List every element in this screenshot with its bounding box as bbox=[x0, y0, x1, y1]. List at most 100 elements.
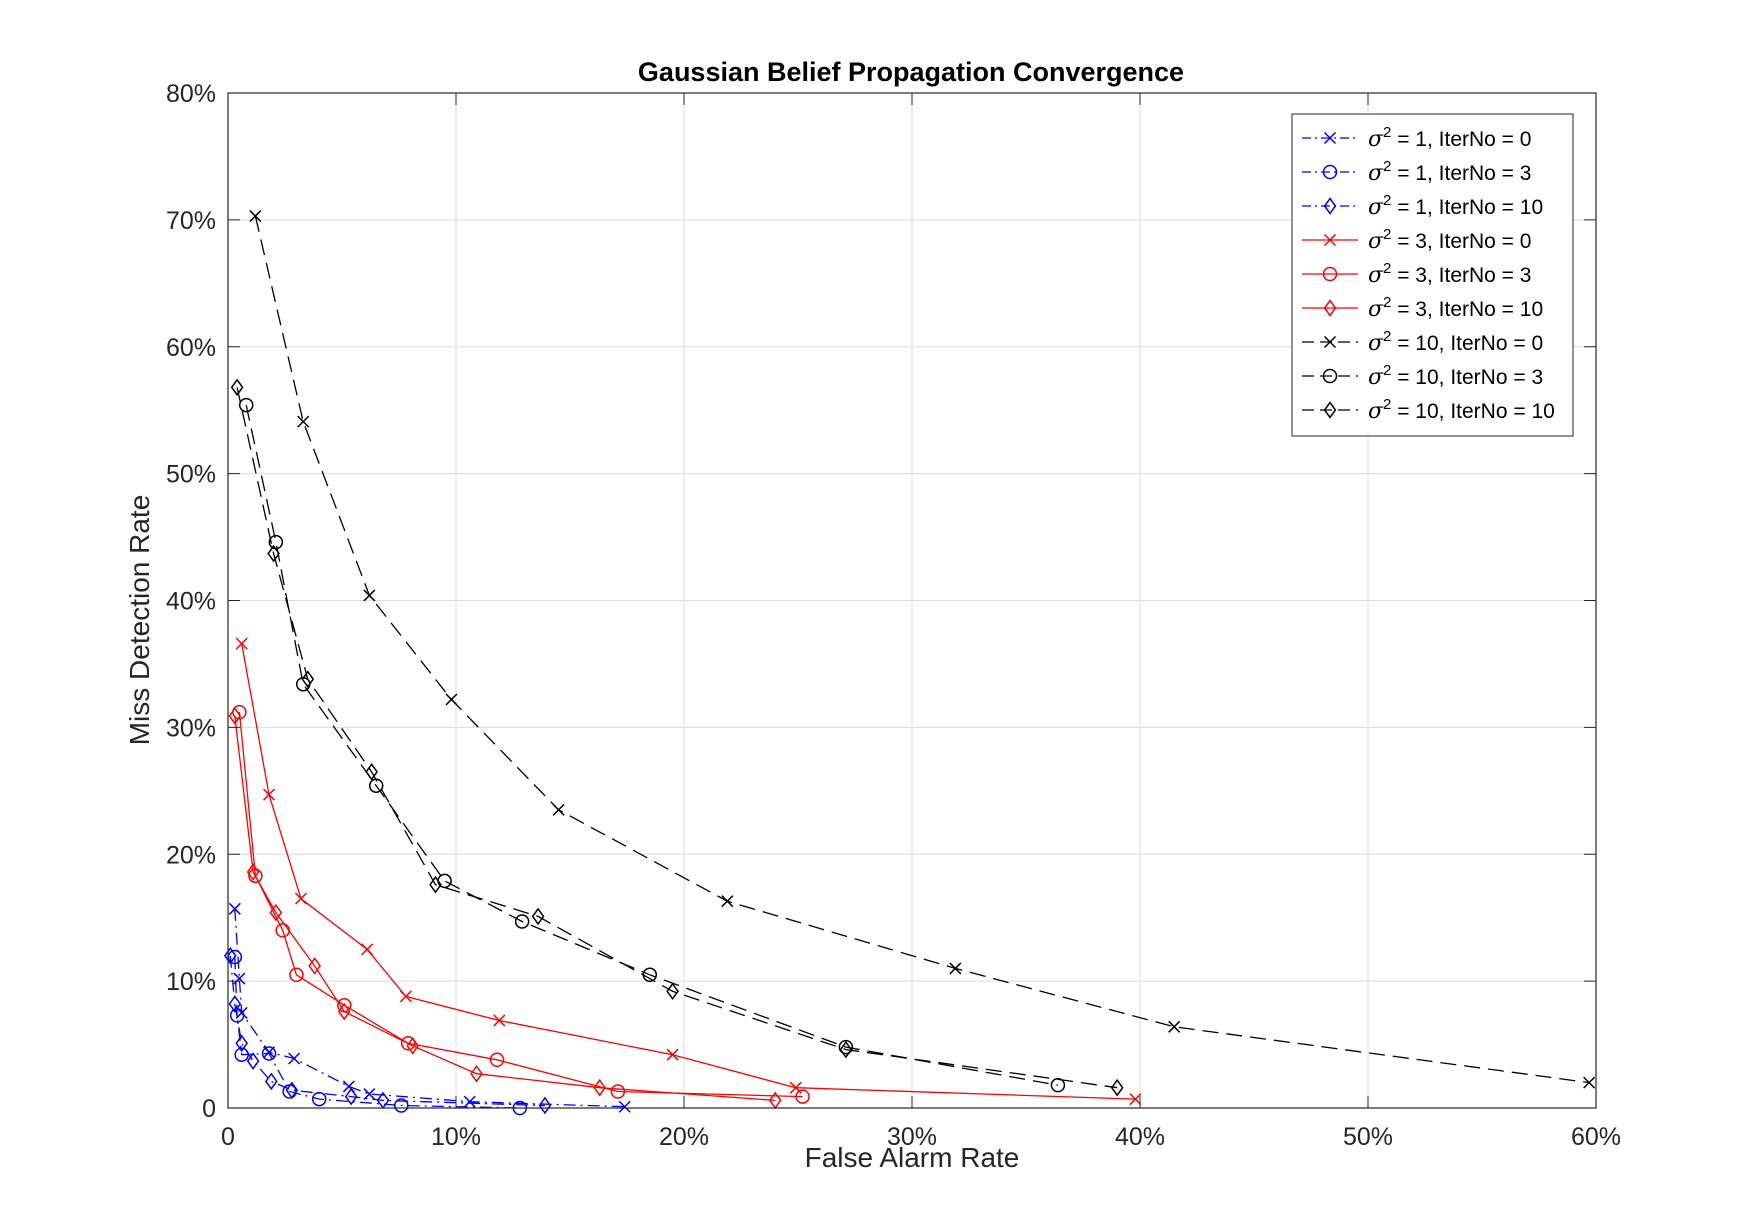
data-point bbox=[238, 397, 254, 413]
y-axis-label: Miss Detection Rate bbox=[124, 495, 155, 746]
x-tick-label: 40% bbox=[1115, 1123, 1165, 1151]
legend-marker bbox=[1323, 335, 1337, 349]
data-point bbox=[228, 707, 242, 725]
data-point bbox=[400, 1036, 416, 1051]
legend-label: σ2 = 3, IterNo = 0 bbox=[1368, 226, 1531, 254]
x-axis-label: False Alarm Rate bbox=[805, 1142, 1020, 1173]
series-line bbox=[229, 955, 545, 1107]
y-tick-label: 30% bbox=[166, 714, 216, 742]
data-point bbox=[294, 892, 307, 905]
legend-label: σ2 = 10, IterNo = 0 bbox=[1368, 328, 1543, 356]
data-point bbox=[285, 1081, 299, 1100]
legend-marker bbox=[1323, 233, 1337, 247]
y-tick-label: 50% bbox=[166, 461, 216, 489]
legend-label: σ2 = 1, IterNo = 0 bbox=[1368, 124, 1531, 152]
legend-entry: σ2 = 10, IterNo = 0 bbox=[1302, 328, 1543, 356]
y-tick-label: 20% bbox=[166, 841, 216, 869]
data-point bbox=[721, 895, 734, 908]
data-point bbox=[538, 1096, 552, 1115]
data-point bbox=[666, 1048, 679, 1061]
data-point bbox=[228, 902, 241, 915]
data-point bbox=[344, 1087, 358, 1106]
series-layer bbox=[223, 210, 1596, 1116]
data-point bbox=[838, 1039, 854, 1055]
data-point bbox=[795, 1089, 810, 1104]
legend-label: σ2 = 3, IterNo = 10 bbox=[1368, 294, 1543, 322]
data-point bbox=[361, 943, 374, 956]
x-tick-label: 50% bbox=[1343, 1123, 1393, 1151]
legend-entry: σ2 = 1, IterNo = 3 bbox=[1302, 158, 1531, 186]
data-point bbox=[839, 1040, 853, 1059]
legend-entry: σ2 = 10, IterNo = 10 bbox=[1302, 396, 1555, 424]
data-point bbox=[269, 903, 283, 922]
x-tick-label: 60% bbox=[1571, 1123, 1621, 1151]
legend-entry: σ2 = 1, IterNo = 0 bbox=[1302, 124, 1531, 152]
data-point bbox=[406, 1037, 420, 1055]
series-line bbox=[234, 715, 776, 1102]
data-point bbox=[288, 1052, 301, 1065]
data-point bbox=[248, 868, 263, 884]
data-point bbox=[1129, 1093, 1142, 1106]
y-tick-label: 80% bbox=[166, 80, 216, 108]
series-3 bbox=[235, 637, 1142, 1106]
data-point bbox=[531, 907, 545, 926]
legend-entry: σ2 = 3, IterNo = 10 bbox=[1302, 294, 1543, 322]
data-point bbox=[493, 1014, 506, 1027]
data-point bbox=[363, 589, 376, 602]
series-line bbox=[236, 387, 1118, 1089]
data-point bbox=[610, 1084, 626, 1099]
legend-entry: σ2 = 3, IterNo = 3 bbox=[1302, 260, 1531, 288]
legend-label: σ2 = 1, IterNo = 3 bbox=[1368, 158, 1531, 186]
y-tick-label: 60% bbox=[166, 334, 216, 362]
data-point bbox=[235, 1034, 249, 1053]
series-6 bbox=[249, 210, 1596, 1089]
data-point bbox=[1050, 1077, 1066, 1093]
y-tick-label: 70% bbox=[166, 207, 216, 235]
data-point bbox=[593, 1078, 606, 1097]
data-point bbox=[1168, 1020, 1181, 1033]
data-point bbox=[489, 1052, 505, 1068]
data-point bbox=[234, 1047, 249, 1062]
data-point bbox=[552, 803, 565, 816]
x-tick-label: 0 bbox=[221, 1123, 235, 1151]
legend-marker bbox=[1322, 368, 1338, 384]
data-point bbox=[949, 962, 962, 975]
data-point bbox=[337, 1002, 351, 1021]
x-tick-label: 30% bbox=[887, 1123, 937, 1151]
legend-marker bbox=[1322, 164, 1338, 180]
data-point bbox=[463, 1095, 476, 1108]
x-tick-label: 20% bbox=[659, 1123, 709, 1151]
data-point bbox=[264, 1072, 278, 1091]
data-point bbox=[1110, 1078, 1124, 1097]
data-point bbox=[261, 1046, 277, 1061]
legend-marker bbox=[1323, 401, 1337, 419]
axis-ticks: 0 10% 20% 30% 40% 50% 60% 0 10% 20% 30% 40% 50% 60% 70… bbox=[166, 80, 1621, 1151]
data-point bbox=[394, 1098, 409, 1113]
data-point bbox=[297, 415, 310, 428]
data-point bbox=[399, 990, 412, 1003]
data-point bbox=[514, 914, 530, 929]
data-point bbox=[289, 967, 304, 983]
x-tick-label: 10% bbox=[431, 1123, 481, 1151]
legend-marker bbox=[1322, 266, 1338, 282]
data-point bbox=[470, 1064, 483, 1083]
data-point bbox=[429, 875, 442, 894]
y-tick-label: 0 bbox=[202, 1095, 216, 1123]
data-point bbox=[249, 210, 262, 223]
data-point bbox=[301, 670, 315, 688]
series-5 bbox=[228, 707, 782, 1110]
data-point bbox=[308, 957, 321, 975]
series-line bbox=[245, 404, 1059, 1086]
data-point bbox=[235, 637, 248, 650]
legend-entry: σ2 = 3, IterNo = 0 bbox=[1302, 226, 1531, 254]
data-point bbox=[267, 544, 280, 563]
data-point bbox=[1583, 1076, 1596, 1089]
data-point bbox=[246, 863, 260, 881]
legend-label: σ2 = 10, IterNo = 10 bbox=[1368, 396, 1555, 424]
data-point bbox=[263, 788, 276, 801]
chart-title: Gaussian Belief Propagation Convergence bbox=[638, 57, 1184, 87]
data-point bbox=[666, 982, 679, 1001]
series-8 bbox=[230, 378, 1124, 1097]
data-point bbox=[365, 762, 378, 781]
